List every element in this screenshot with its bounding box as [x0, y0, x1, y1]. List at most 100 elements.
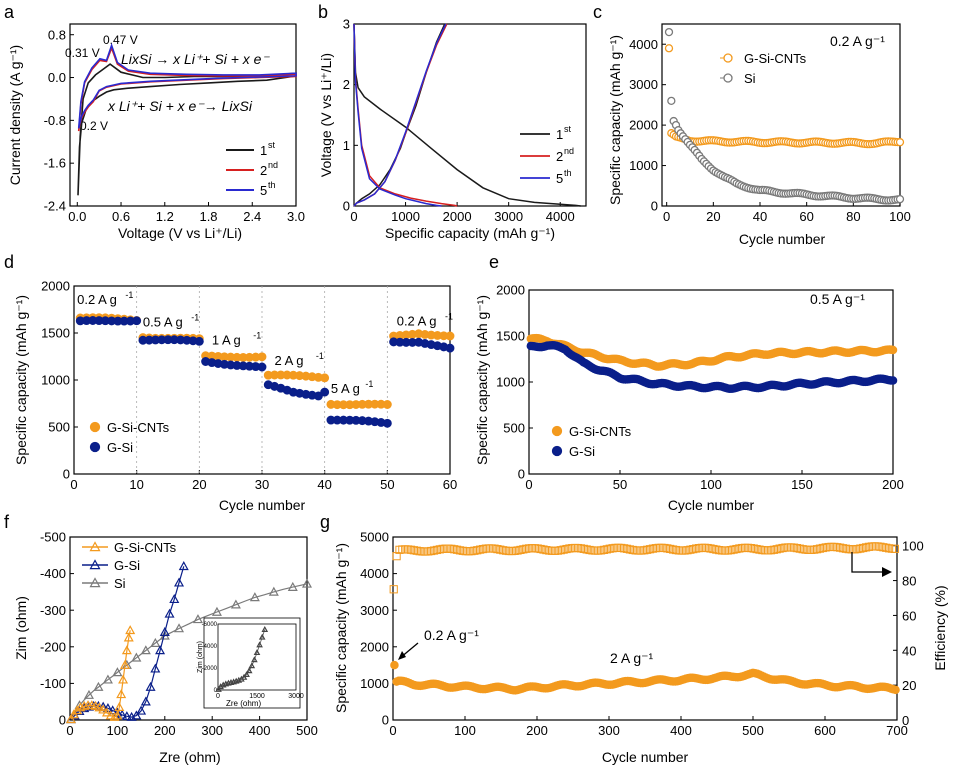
panel-g-point-efficiency	[496, 545, 505, 554]
panel-g-point-efficiency	[815, 544, 825, 553]
panel-g-point-efficiency	[890, 544, 899, 553]
panel-f-point-Si	[93, 681, 104, 691]
panel-e-label: e	[489, 252, 499, 272]
panel-g-point-efficiency	[645, 545, 655, 554]
panel-f-legend-marker-Si	[89, 577, 101, 588]
panel-g-arrow-efficiency	[851, 552, 884, 573]
panel-e: e Cycle number Specific capacity (mAh g⁻…	[474, 252, 865, 513]
panel-b-legend-label-5th: 5	[556, 171, 563, 186]
panel-g-point-efficiency	[818, 543, 827, 553]
panel-b: b Specific capacity (mAh g⁻¹) Voltage (V…	[318, 2, 555, 241]
panel-g-point-efficiency	[473, 546, 482, 555]
panel-g-point-efficiency	[666, 544, 675, 554]
panel-f-point-Si	[230, 599, 241, 609]
panel-b-ytick-label: 0	[343, 199, 350, 214]
panel-e-xtick-label: 150	[791, 477, 813, 492]
panel-c-point-Si	[667, 96, 676, 105]
panel-f-inset-ytick-label: -2000	[202, 666, 218, 672]
panel-g-xtick-label: 200	[526, 723, 548, 738]
panel-c-ylabel: Specific capacity (mAh g⁻¹)	[607, 35, 623, 205]
panel-d-point-G-Si	[132, 316, 142, 326]
panel-g-point-efficiency	[668, 545, 678, 554]
panel-b-xlabel: Specific capacity (mAh g⁻¹)	[385, 225, 555, 241]
panel-a-ylabel: Current density (A g⁻¹)	[7, 45, 23, 185]
panel-a-annotation-delithiation: LixSi → x Li⁺+ Si + x e⁻	[121, 51, 270, 67]
panel-f-xtick-label: 500	[296, 723, 318, 738]
panel-d-rate-label-2: 1 A g	[212, 332, 241, 347]
panel-b-xtick-label: 2000	[443, 209, 472, 224]
panel-g-xtick-label: 300	[598, 723, 620, 738]
panel-g-point-efficiency	[476, 545, 485, 554]
panel-a-series-5th-line	[77, 42, 297, 129]
panel-f-series-Si-line	[70, 583, 308, 720]
panel-g-xtick-label: 100	[454, 723, 476, 738]
panel-c: c Cycle number Specific capacity (mAh g⁻…	[593, 2, 885, 247]
panel-g-ytick-label: 5000	[360, 530, 389, 545]
panel-g-xtick-label: 500	[742, 723, 764, 738]
panel-f-point-G-Si-CNTs	[72, 705, 83, 715]
panel-f-point-G-Si	[131, 710, 142, 720]
panel-e-ytick-label: 2000	[496, 283, 525, 298]
panel-g-ylabel: Specific capacity (mAh g⁻¹)	[333, 543, 349, 713]
panel-g-point-efficiency	[775, 544, 784, 553]
panel-d-rate-label-sup-5: -1	[445, 311, 453, 321]
panel-f-point-G-Si-CNTs	[65, 714, 76, 724]
panel-c-legend-marker-G-Si-CNTs	[723, 53, 733, 63]
panel-a-ytick-label: -1.6	[44, 156, 66, 171]
panel-d-point-G-Si-CNTs	[445, 331, 455, 341]
panel-d-xlabel: Cycle number	[219, 497, 306, 513]
panel-a: a Voltage (V vs Li⁺/Li) Current density …	[4, 2, 270, 241]
panel-g-annotation-high-rate: 2 A g⁻¹	[610, 650, 654, 666]
panel-f-inset-point	[261, 625, 269, 632]
panel-g-point-efficiency	[729, 545, 738, 554]
panel-c-xtick-label: 100	[889, 209, 911, 224]
panel-g-point-efficiency	[409, 546, 418, 555]
panel-g-point-efficiency	[859, 543, 868, 553]
panel-b-legend-label-2nd: 2	[556, 149, 563, 164]
panel-g-point-efficiency	[470, 546, 479, 555]
panel-f-point-G-Si-CNTs	[112, 710, 123, 720]
panel-b-ytick-label: 3	[343, 17, 350, 32]
panel-b-label: b	[318, 2, 328, 22]
panel-g-point-efficiency	[599, 545, 609, 554]
panel-g-ytick-label: 3000	[360, 603, 389, 618]
panel-c-ytick-label: 2000	[629, 118, 658, 133]
panel-f-point-Si	[287, 581, 298, 591]
panel-e-rate-annotation: 0.5 A g⁻¹	[810, 291, 865, 307]
panel-e-point-G-Si	[888, 376, 898, 385]
panel-b-legend-label-1st: 1	[556, 127, 563, 142]
panel-f-inset-plot-frame	[217, 623, 297, 691]
panel-f-ytick-label: 0	[59, 713, 66, 728]
panel-d-xtick-label: 20	[192, 477, 206, 492]
panel-a-xtick-label: 1.2	[156, 209, 174, 224]
panel-d-rate-label-sup-1: -1	[191, 312, 199, 322]
panel-g-point-efficiency	[452, 545, 462, 554]
panel-g-xtick-label: 700	[886, 723, 908, 738]
panel-f-xtick-label: 400	[249, 723, 271, 738]
panel-f: f Zre (ohm) Zim (ohm)	[4, 512, 221, 765]
panel-f-inset-xtick-label: 3000	[288, 693, 304, 700]
panel-e-xtick-label: 0	[525, 477, 532, 492]
panel-f-inset-point	[251, 656, 258, 663]
panel-c-xlabel: Cycle number	[739, 231, 826, 247]
panel-f-inset-point	[256, 641, 263, 648]
panel-g-y2tick-label: 80	[902, 574, 916, 589]
panel-a-legend-label-sup-5th: th	[268, 180, 276, 190]
panel-g-point-efficiency	[686, 545, 695, 554]
panel-d-rate-label-sup-2: -1	[253, 330, 261, 340]
panel-a-annotation-lithiation: x Li⁺+ Si + x e⁻→ LixSi	[107, 98, 253, 114]
panel-d-rate-label-1: 0.5 A g	[143, 314, 183, 329]
panel-d-point-G-Si	[382, 418, 392, 428]
panel-d-rate-label-sup-4: -1	[365, 379, 373, 389]
panel-g-point-efficiency	[836, 543, 845, 552]
panel-f-ytick-label: -300	[40, 603, 66, 618]
panel-f-label: f	[4, 512, 10, 532]
panel-f-inset-xtick-label: 1500	[249, 693, 265, 700]
panel-d-xtick-label: 10	[129, 477, 143, 492]
panel-d-ytick-label: 1000	[41, 373, 70, 388]
panel-f-point-G-Si	[121, 711, 132, 721]
panel-b-series-4-line	[353, 23, 447, 207]
panel-a-ytick-label: -0.8	[44, 113, 66, 128]
panel-f-point-Si	[192, 614, 203, 624]
